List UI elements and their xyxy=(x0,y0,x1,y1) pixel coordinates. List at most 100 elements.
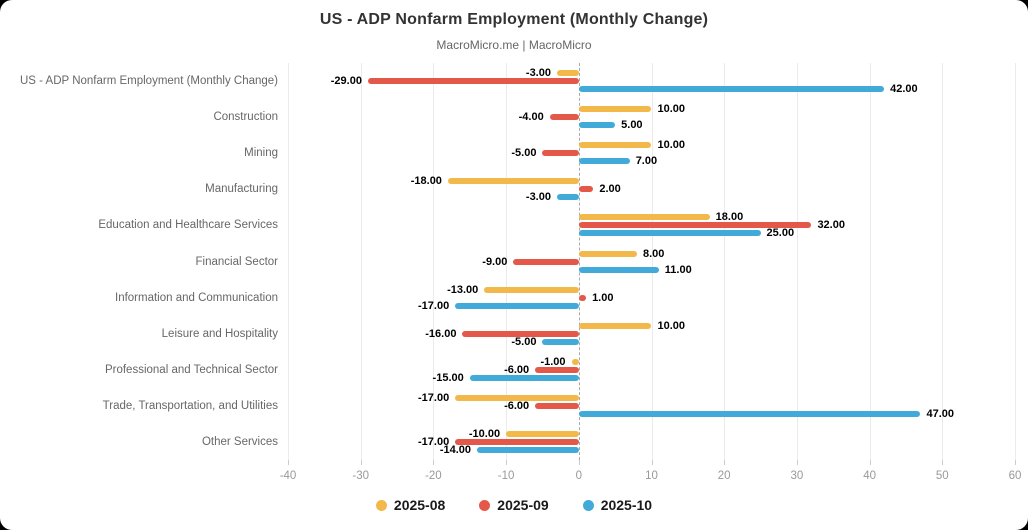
bar[interactable] xyxy=(578,294,587,301)
gridline xyxy=(869,63,871,460)
legend-item[interactable]: 2025-10 xyxy=(582,497,652,513)
legend-item[interactable]: 2025-08 xyxy=(375,497,446,513)
bar-value-label: 18.00 xyxy=(715,211,744,224)
bar-value-label: 32.00 xyxy=(817,219,845,232)
x-axis-tick xyxy=(506,460,508,465)
x-tick-label: 40 xyxy=(863,470,876,482)
category-label: Mining xyxy=(244,147,278,160)
legend-marker-icon xyxy=(375,499,387,511)
bar-value-label: -15.00 xyxy=(432,371,464,384)
bar-value-label: 47.00 xyxy=(926,407,955,420)
bar[interactable] xyxy=(578,122,616,129)
bar[interactable] xyxy=(535,402,579,409)
bar-value-label: -29.00 xyxy=(330,75,362,88)
gridline xyxy=(796,63,798,460)
bar[interactable] xyxy=(455,438,579,445)
bar[interactable] xyxy=(455,394,579,401)
x-tick-label: 60 xyxy=(1008,470,1022,482)
bar-value-label: -17.00 xyxy=(418,299,450,312)
bar[interactable] xyxy=(571,358,579,365)
x-axis-tick xyxy=(433,460,435,465)
x-tick-label: -20 xyxy=(425,470,442,482)
bar-value-label: -13.00 xyxy=(447,283,479,296)
legend-item[interactable]: 2025-09 xyxy=(479,497,549,513)
bar-value-label: 10.00 xyxy=(657,319,686,332)
bar[interactable] xyxy=(484,286,579,293)
category-label: Manufacturing xyxy=(205,183,278,196)
category-label: Leisure and Hospitality xyxy=(161,327,278,340)
x-tick-label: -30 xyxy=(352,470,369,482)
bar[interactable] xyxy=(556,194,579,201)
bar-value-label: -5.00 xyxy=(511,335,537,348)
bar[interactable] xyxy=(542,150,579,157)
bar[interactable] xyxy=(469,374,579,381)
bar[interactable] xyxy=(549,114,579,121)
bar-value-label: -14.00 xyxy=(439,443,472,456)
chart-subtitle: MacroMicro.me | MacroMicro xyxy=(436,38,592,52)
bar[interactable] xyxy=(556,70,579,77)
gridline xyxy=(288,63,289,460)
bar-value-label: -18.00 xyxy=(410,175,442,188)
bar[interactable] xyxy=(578,86,885,93)
category-label: Professional and Technical Sector xyxy=(104,363,278,376)
bar[interactable] xyxy=(578,214,710,221)
bar[interactable] xyxy=(578,322,652,329)
bar[interactable] xyxy=(578,106,652,113)
bar-value-label: -10.00 xyxy=(468,427,501,440)
x-axis-tick xyxy=(724,460,726,465)
x-tick-label: 20 xyxy=(717,470,731,482)
legend-label: 2025-08 xyxy=(393,497,446,513)
category-label: Trade, Transportation, and Utilities xyxy=(102,399,278,412)
legend-label: 2025-09 xyxy=(497,497,549,513)
bar[interactable] xyxy=(578,142,652,149)
gridline xyxy=(651,63,653,460)
bar[interactable] xyxy=(506,430,579,437)
bar[interactable] xyxy=(462,330,579,337)
bar[interactable] xyxy=(513,258,579,265)
bar-value-label: -9.00 xyxy=(482,255,508,268)
x-axis-tick xyxy=(796,460,798,465)
x-tick-label: -10 xyxy=(497,470,515,482)
bar[interactable] xyxy=(455,302,579,309)
bar[interactable] xyxy=(578,230,761,237)
bar-value-label: 10.00 xyxy=(657,103,686,116)
category-label: Other Services xyxy=(201,435,278,448)
gridline xyxy=(506,63,508,460)
legend-marker-icon xyxy=(582,499,594,511)
zero-line xyxy=(578,63,580,460)
bar-value-label: -17.00 xyxy=(418,391,450,404)
x-tick-label: 30 xyxy=(790,470,804,482)
bar[interactable] xyxy=(447,178,579,185)
bar[interactable] xyxy=(578,222,812,229)
bar[interactable] xyxy=(367,78,579,85)
bar-value-label: 2.00 xyxy=(599,183,621,196)
category-label: US - ADP Nonfarm Employment (Monthly Cha… xyxy=(20,75,278,88)
bar[interactable] xyxy=(477,446,579,453)
bar[interactable] xyxy=(578,186,594,193)
bar-value-label: -4.00 xyxy=(518,111,544,124)
bar-value-label: 10.00 xyxy=(657,139,686,152)
x-axis-tick xyxy=(869,460,871,465)
bar-value-label: 25.00 xyxy=(766,227,795,240)
x-tick-label: 50 xyxy=(935,470,949,482)
x-tick-label: 0 xyxy=(575,470,582,482)
legend: 2025-08 2025-09 2025-10 xyxy=(0,497,1028,513)
category-label: Financial Sector xyxy=(195,255,278,268)
bar-value-label: 5.00 xyxy=(621,119,643,132)
bar[interactable] xyxy=(578,266,659,273)
gridline xyxy=(942,63,944,460)
x-axis-tick xyxy=(288,460,289,465)
bar-value-label: -5.00 xyxy=(511,147,537,160)
bar[interactable] xyxy=(578,410,921,417)
bar[interactable] xyxy=(535,366,579,373)
gridline xyxy=(1015,63,1016,460)
bar-value-label: 8.00 xyxy=(642,247,665,260)
bar[interactable] xyxy=(542,338,579,345)
bar[interactable] xyxy=(578,250,637,257)
x-axis-tick xyxy=(360,460,362,465)
bar-value-label: 42.00 xyxy=(890,83,918,96)
bar[interactable] xyxy=(578,158,630,165)
bar-value-label: -3.00 xyxy=(525,191,551,204)
